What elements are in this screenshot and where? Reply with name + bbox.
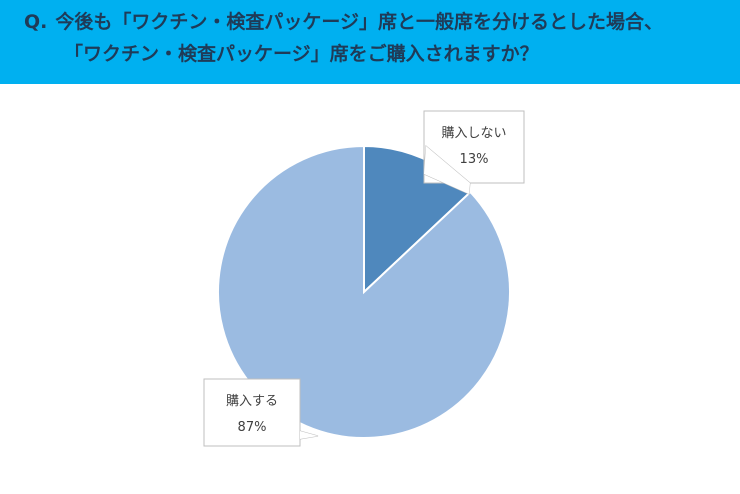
- category-label: 購入しない: [441, 126, 506, 141]
- callout-pointer-fill: [424, 146, 470, 194]
- category-label: 購入する: [226, 394, 278, 409]
- pie-slice-購入する: [217, 144, 511, 439]
- data-callout-購入する: 購入する 87%: [203, 378, 319, 447]
- percent-label: 87%: [238, 420, 267, 435]
- question-header: Q. 今後も「ワクチン・検査パッケージ」席と一般席を分けるとした場合、 「ワクチン…: [0, 0, 740, 84]
- pie-callouts: 購入しない 13% 購入する 87%: [203, 110, 525, 447]
- question-line-2: 「ワクチン・検査パッケージ」席をご購入されますか？: [64, 43, 539, 65]
- question-prefix: Q.: [24, 11, 48, 33]
- question-line-1: Q. 今後も「ワクチン・検査パッケージ」席と一般席を分けるとした場合、: [24, 10, 663, 34]
- callout-box: [203, 378, 301, 447]
- pie-chart: 購入しない 13% 購入する 87%: [203, 110, 525, 447]
- percent-label: 13%: [460, 152, 489, 167]
- question-text-1: 今後も「ワクチン・検査パッケージ」席と一般席を分けるとした場合、: [55, 11, 663, 33]
- data-callout-購入しない: 購入しない 13%: [423, 110, 525, 195]
- callout-pointer-fill: [300, 415, 318, 439]
